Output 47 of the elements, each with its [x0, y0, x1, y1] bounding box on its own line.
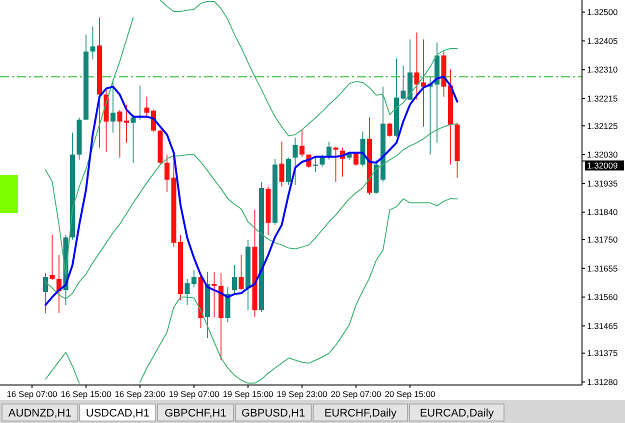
y-tick-label: 1.32500 [587, 7, 618, 18]
candlestick [50, 234, 55, 281]
text: GBPCHF,H1 [164, 408, 226, 420]
x-tick-label: 16 Sep 07:00 [6, 389, 58, 399]
x-tick-label: 19 Sep 07:00 [168, 389, 220, 399]
candlestick [110, 78, 116, 134]
y-tick-label: 1.31560 [587, 292, 618, 302]
y-tick-label: 1.31655 [587, 263, 618, 274]
candlestick [313, 157, 318, 172]
y-tick-label: 1.31280 [587, 376, 618, 387]
candlestick [286, 157, 291, 186]
y-tick-label: 1.32030 [587, 150, 618, 160]
candlestick [130, 114, 136, 164]
candlestick [212, 271, 217, 318]
text: GBPUSD,H1 [242, 408, 306, 420]
x-tick-label: 20 Sep 15:00 [384, 389, 436, 399]
text: 1.32009 [587, 160, 618, 170]
candlestick [387, 122, 392, 138]
x-tick-label: 16 Sep 15:00 [60, 389, 112, 399]
candlestick [300, 129, 304, 158]
y-tick-label: 1.31935 [587, 178, 618, 188]
y-tick-label: 1.32310 [587, 64, 618, 75]
candlestick [333, 146, 338, 182]
candlestick [232, 264, 237, 294]
candlestick [225, 286, 230, 323]
y-tick-label: 1.31375 [587, 348, 618, 358]
x-tick-label: 19 Sep 23:00 [276, 389, 328, 399]
x-tick-label: 19 Sep 15:00 [222, 389, 274, 399]
text: USDCAD,H1 [86, 408, 150, 420]
x-tick-label: 20 Sep 07:00 [330, 389, 382, 399]
y-tick-label: 1.31750 [587, 234, 618, 244]
x-tick-label: 16 Sep 23:00 [114, 389, 166, 399]
y-tick-label: 1.32125 [587, 120, 618, 131]
y-tick-label: 1.32405 [587, 36, 618, 46]
y-tick-label: 1.31465 [587, 320, 618, 331]
text: EURCAD,Daily [420, 408, 494, 420]
candlestick [43, 272, 48, 314]
candlestick [320, 154, 325, 168]
text: AUDNZD,H1 [8, 408, 72, 420]
candlestick [90, 26, 96, 60]
text: EURCHF,Daily [324, 408, 397, 420]
y-tick-label: 1.32215 [587, 94, 618, 104]
candlestick [292, 137, 298, 186]
y-tick-label: 1.31840 [587, 207, 618, 218]
candlestick [164, 154, 170, 192]
candlestick [238, 254, 244, 291]
candlestick [279, 141, 284, 188]
